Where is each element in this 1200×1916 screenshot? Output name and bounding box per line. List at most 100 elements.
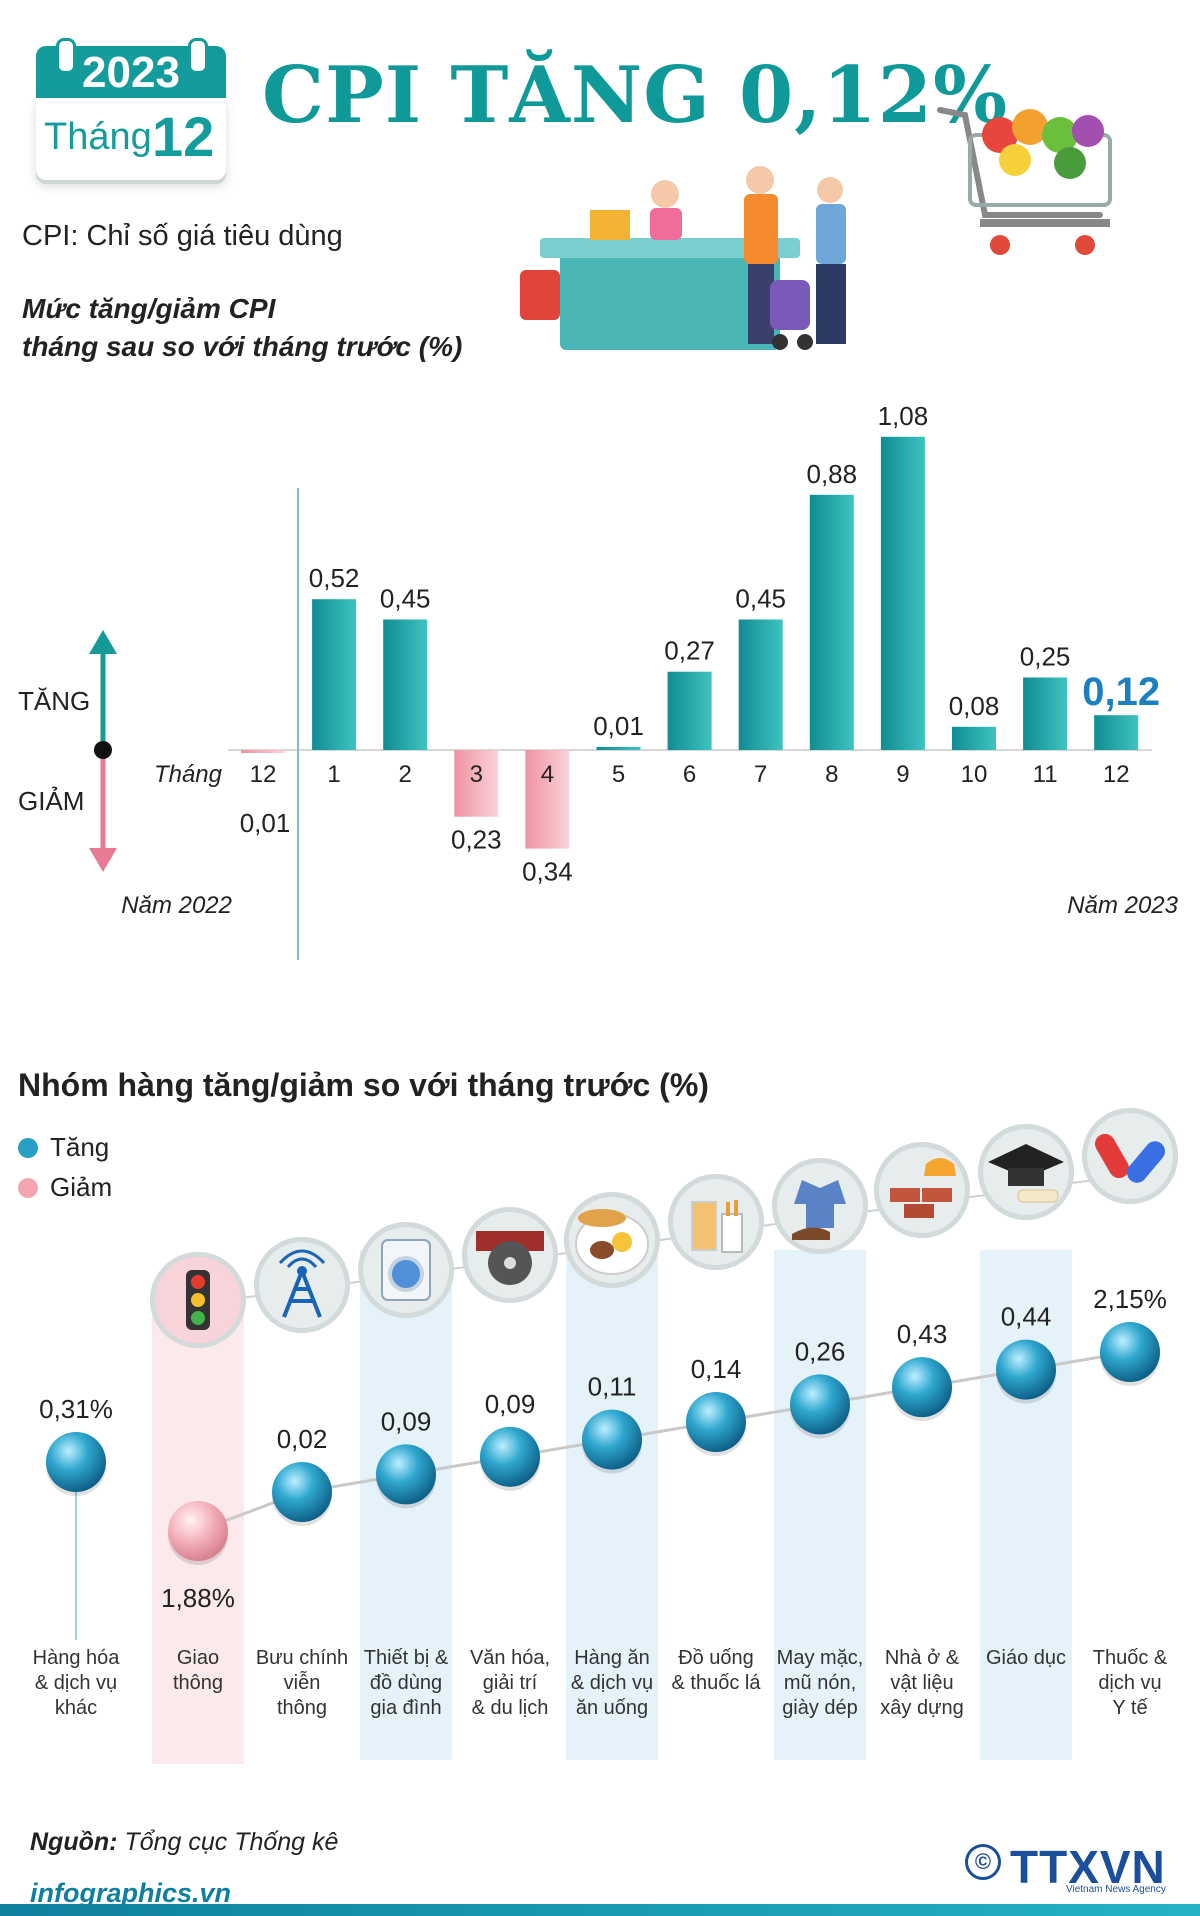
bricks-icon-graphic <box>890 1158 956 1218</box>
bar-month-9 <box>880 436 925 750</box>
drinks-icon-graphic <box>691 1200 743 1253</box>
bottom-bar <box>0 1904 1200 1916</box>
bar-month-1 <box>312 599 357 750</box>
month-tick-label: 9 <box>896 761 909 788</box>
category-label-line: & du lịch <box>471 1697 549 1719</box>
legend-increase-dot <box>18 1137 38 1158</box>
traffic-light-icon-shapes <box>186 1270 210 1330</box>
brick <box>922 1188 952 1202</box>
monthly-cpi-bar-chart: Tháng 12 0,01 1 0,52 2 0,45 3 0,23 4 0,34 5 0,01 6 0,2… <box>121 401 1179 960</box>
stroller <box>770 280 810 330</box>
bar-value-label: 0,25 <box>1020 642 1071 672</box>
bar-month-4 <box>525 750 570 849</box>
category-label-line: Giao <box>176 1647 220 1669</box>
category-trend-line <box>197 1350 1131 1533</box>
chart-subtitle-line: Mức tăng/giảm CPI <box>22 293 276 324</box>
bar-value-label: 0,01 <box>593 711 644 741</box>
woman-body <box>816 204 846 264</box>
category-label-line: thông <box>276 1697 328 1719</box>
calendar-month-word: Tháng <box>44 116 152 158</box>
category-value-label: 0,14 <box>691 1354 742 1384</box>
pills-icon <box>1082 1108 1178 1204</box>
source-label: Nguồn: <box>30 1828 118 1856</box>
tower <box>282 1270 322 1318</box>
category-column-band <box>980 1250 1072 1760</box>
shoe <box>792 1227 830 1240</box>
signal-waves <box>278 1249 326 1269</box>
checkout-counter <box>560 250 780 350</box>
shopping-cart-icon <box>937 107 1112 255</box>
category-value-label: 0,11 <box>588 1372 637 1402</box>
category-label: Đồ uống & thuốc lá <box>664 1646 768 1696</box>
category-label-line: giày dép <box>782 1697 858 1719</box>
category-value-label: 2,15% <box>1093 1284 1167 1314</box>
category-column-band <box>360 1250 452 1760</box>
trend-indicator <box>89 630 117 872</box>
category-ball-2 <box>272 1462 332 1522</box>
category-value-label: 0,09 <box>381 1406 432 1436</box>
antenna-icon-graphic <box>278 1249 326 1318</box>
calendar-ring <box>188 38 208 74</box>
capsule <box>1127 1141 1165 1183</box>
category-label: Thiết bị & đồ dùng gia đình <box>354 1646 458 1721</box>
zero-point-dot <box>94 741 112 759</box>
bar-month-11 <box>1023 677 1068 750</box>
site-link[interactable]: infographics.vn <box>30 1878 232 1908</box>
month-tick-label: 7 <box>754 761 767 788</box>
month-tick-label: 8 <box>825 761 838 788</box>
month-tick-label: 1 <box>327 761 340 788</box>
category-value-label: 0,43 <box>897 1319 948 1349</box>
category-label: May mặc, mũ nón, giày dép <box>768 1646 872 1721</box>
grocery-box <box>590 210 630 240</box>
brand-logo: TTXVN <box>1010 1841 1166 1893</box>
category-label-line: Y tế <box>1112 1697 1148 1719</box>
film-reel-icon-graphic <box>476 1231 544 1285</box>
category-ball-6 <box>686 1392 746 1452</box>
basket <box>520 270 560 320</box>
category-label: Văn hóa, giải trí & du lịch <box>458 1646 562 1721</box>
bar-month-7 <box>738 619 783 750</box>
category-value-label: 0,31% <box>39 1394 113 1424</box>
food-plate-icon-shapes <box>575 1209 649 1275</box>
bar-month-5 <box>596 747 641 750</box>
legend-decrease-dot <box>18 1177 38 1198</box>
page-title: CPI TĂNG 0,12% <box>262 50 1009 141</box>
cigarette <box>734 1200 738 1216</box>
bar-value-label: 0,88 <box>806 459 857 489</box>
category-label-line: gia đình <box>370 1697 442 1719</box>
brick <box>904 1204 934 1218</box>
category-label-line: May mặc, <box>776 1647 864 1669</box>
category-label-line: & thuốc lá <box>671 1672 761 1694</box>
category-value-label: 0,09 <box>485 1389 536 1419</box>
bar-value-label: 0,08 <box>949 691 1000 721</box>
category-label: Nhà ở & vật liệu xây dựng <box>870 1646 974 1721</box>
copyright-icon: © <box>965 1844 1001 1880</box>
category-section-title: Nhóm hàng tăng/giảm so với tháng trước (… <box>18 1067 709 1103</box>
source-text: Tổng cục Thống kê <box>124 1828 339 1856</box>
category-label-line: khác <box>54 1697 98 1719</box>
category-label-line: ăn uống <box>575 1697 649 1719</box>
category-label: Bưu chính viễn thông <box>250 1646 354 1721</box>
bar-value-label: 0,45 <box>380 584 431 614</box>
category-label-line: dịch vụ <box>1098 1672 1162 1694</box>
bar-month-3 <box>454 750 499 817</box>
clothing-icon-shapes <box>792 1180 846 1240</box>
clothing-icon <box>772 1158 868 1254</box>
highlight-value-label: 0,12 <box>1082 670 1160 714</box>
month-tick-label: 11 <box>1033 761 1058 788</box>
legend-decrease-label: Giảm <box>50 1172 113 1202</box>
cap-top <box>988 1144 1064 1178</box>
pills-icon-shapes <box>1095 1133 1165 1183</box>
category-label-line: Nhà ở & <box>884 1647 960 1669</box>
calendar-year: 2023 <box>82 48 180 97</box>
bar-month-8 <box>809 494 854 750</box>
month-tick-label: 10 <box>961 761 988 788</box>
decrease-label: GIẢM <box>18 786 85 816</box>
reel-center <box>504 1257 516 1269</box>
food-plate-icon <box>564 1192 660 1288</box>
category-label: Thuốc & dịch vụ Y tế <box>1078 1646 1182 1721</box>
washing-machine-icon <box>358 1222 454 1318</box>
traffic-light-icon-graphic <box>186 1270 210 1330</box>
bar-month-12 <box>1094 715 1139 750</box>
